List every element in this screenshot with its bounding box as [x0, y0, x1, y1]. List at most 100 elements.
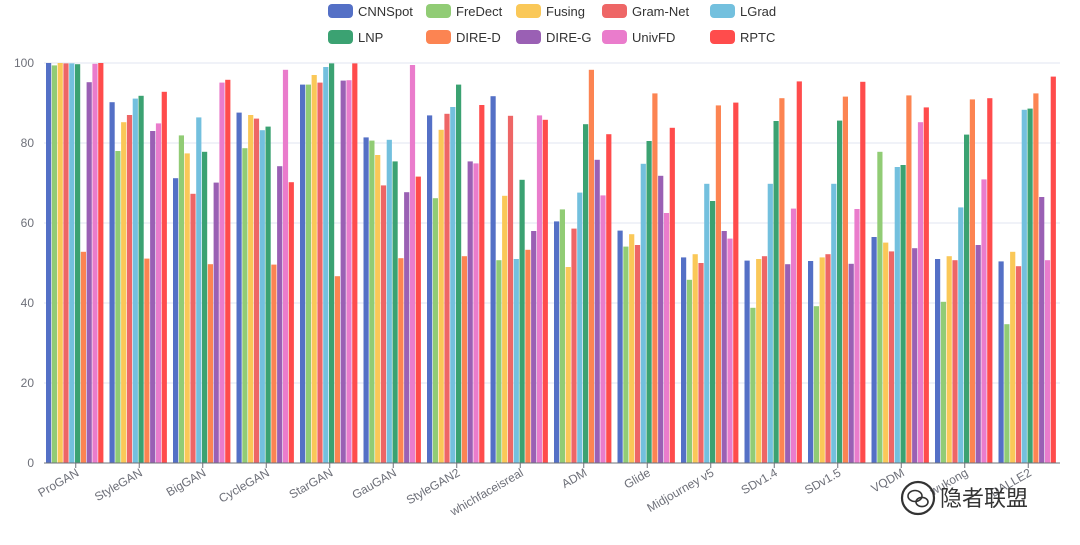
x-tick-label: GauGAN — [350, 465, 399, 501]
watermark: 隐者联盟 — [900, 480, 1028, 516]
legend-swatch — [710, 4, 735, 18]
bar — [577, 192, 583, 463]
bar — [265, 126, 271, 463]
legend-item[interactable]: Fusing — [516, 4, 585, 19]
legend[interactable]: CNNSpot FreDect Fusing Gram-Net LGrad LNP DIRE… — [328, 4, 776, 45]
bar — [352, 63, 358, 464]
bar — [479, 105, 485, 463]
bar — [860, 81, 866, 464]
bar — [305, 84, 311, 463]
x-tick-label: Glide — [621, 465, 653, 491]
bar — [1044, 260, 1051, 463]
bar — [207, 264, 213, 463]
x-tick-label: ProGAN — [36, 465, 82, 499]
legend-item[interactable]: UnivFD — [602, 30, 675, 45]
legend-swatch — [426, 4, 451, 18]
bar — [652, 93, 658, 464]
bar — [825, 254, 831, 463]
legend-label: DIRE-D — [456, 30, 501, 45]
bar — [259, 130, 265, 463]
bar — [507, 115, 514, 464]
legend-swatch — [516, 4, 541, 18]
legend-item[interactable]: Gram-Net — [602, 4, 689, 19]
bar — [329, 63, 335, 464]
bar — [1015, 266, 1022, 463]
bar — [819, 257, 825, 463]
bar — [92, 63, 98, 464]
bar — [531, 231, 537, 463]
legend-item[interactable]: FreDect — [426, 4, 503, 19]
legend-item[interactable]: RPTC — [710, 30, 775, 45]
bar — [398, 258, 404, 463]
bar — [369, 140, 375, 463]
bar — [946, 256, 952, 463]
bar — [761, 256, 768, 463]
bar — [115, 151, 121, 463]
x-tick-label: VQDM — [869, 465, 907, 495]
bar — [952, 260, 958, 463]
bar — [958, 207, 964, 463]
bar — [588, 69, 594, 464]
x-tick-label: ADM — [559, 465, 589, 490]
bar — [86, 82, 92, 463]
bar — [173, 178, 179, 463]
bar — [964, 134, 970, 463]
bar — [969, 99, 975, 464]
y-tick-label: 80 — [21, 136, 35, 150]
bar — [109, 102, 115, 463]
bar — [438, 129, 444, 464]
bar — [623, 246, 629, 463]
legend-label: Fusing — [546, 4, 585, 19]
legend-swatch — [328, 30, 353, 44]
bar — [692, 254, 698, 463]
bar — [502, 195, 508, 464]
bar — [150, 131, 156, 463]
bar — [808, 261, 814, 463]
bar — [190, 193, 196, 464]
legend-label: FreDect — [456, 4, 503, 19]
bar — [184, 153, 190, 463]
bar — [490, 96, 496, 463]
bar — [733, 102, 739, 463]
bar — [1033, 93, 1039, 464]
bar — [854, 209, 860, 463]
legend-swatch — [710, 30, 735, 44]
bar — [311, 75, 317, 463]
bar — [392, 161, 398, 463]
bar — [46, 63, 52, 463]
bar — [63, 63, 69, 464]
bar — [686, 279, 692, 463]
legend-item[interactable]: LGrad — [710, 4, 776, 19]
bar — [253, 118, 260, 463]
bar — [744, 260, 750, 463]
bar — [935, 259, 941, 463]
bar — [600, 195, 606, 463]
bar — [236, 112, 242, 463]
x-tick-label: StarGAN — [287, 465, 336, 501]
bar — [571, 228, 577, 463]
bar — [282, 69, 289, 464]
bar — [906, 95, 912, 464]
legend-item[interactable]: DIRE-G — [516, 30, 592, 45]
bar — [323, 67, 329, 463]
bar — [138, 95, 144, 464]
bar — [75, 64, 81, 463]
bar — [721, 231, 727, 463]
bar — [877, 151, 883, 464]
legend-item[interactable]: LNP — [328, 30, 383, 45]
y-tick-label: 40 — [21, 296, 35, 310]
bar — [444, 113, 450, 464]
y-tick-label: 60 — [21, 216, 35, 230]
bar — [80, 251, 86, 463]
bar — [1021, 109, 1027, 464]
bar — [848, 263, 854, 463]
legend-item[interactable]: DIRE-D — [426, 30, 501, 45]
bars — [46, 63, 1056, 464]
bar — [698, 263, 704, 463]
x-tick-label: SDv1.5 — [802, 465, 843, 497]
bar — [69, 63, 75, 464]
bar — [340, 80, 346, 463]
bar — [785, 264, 791, 463]
legend-item[interactable]: CNNSpot — [328, 4, 413, 19]
